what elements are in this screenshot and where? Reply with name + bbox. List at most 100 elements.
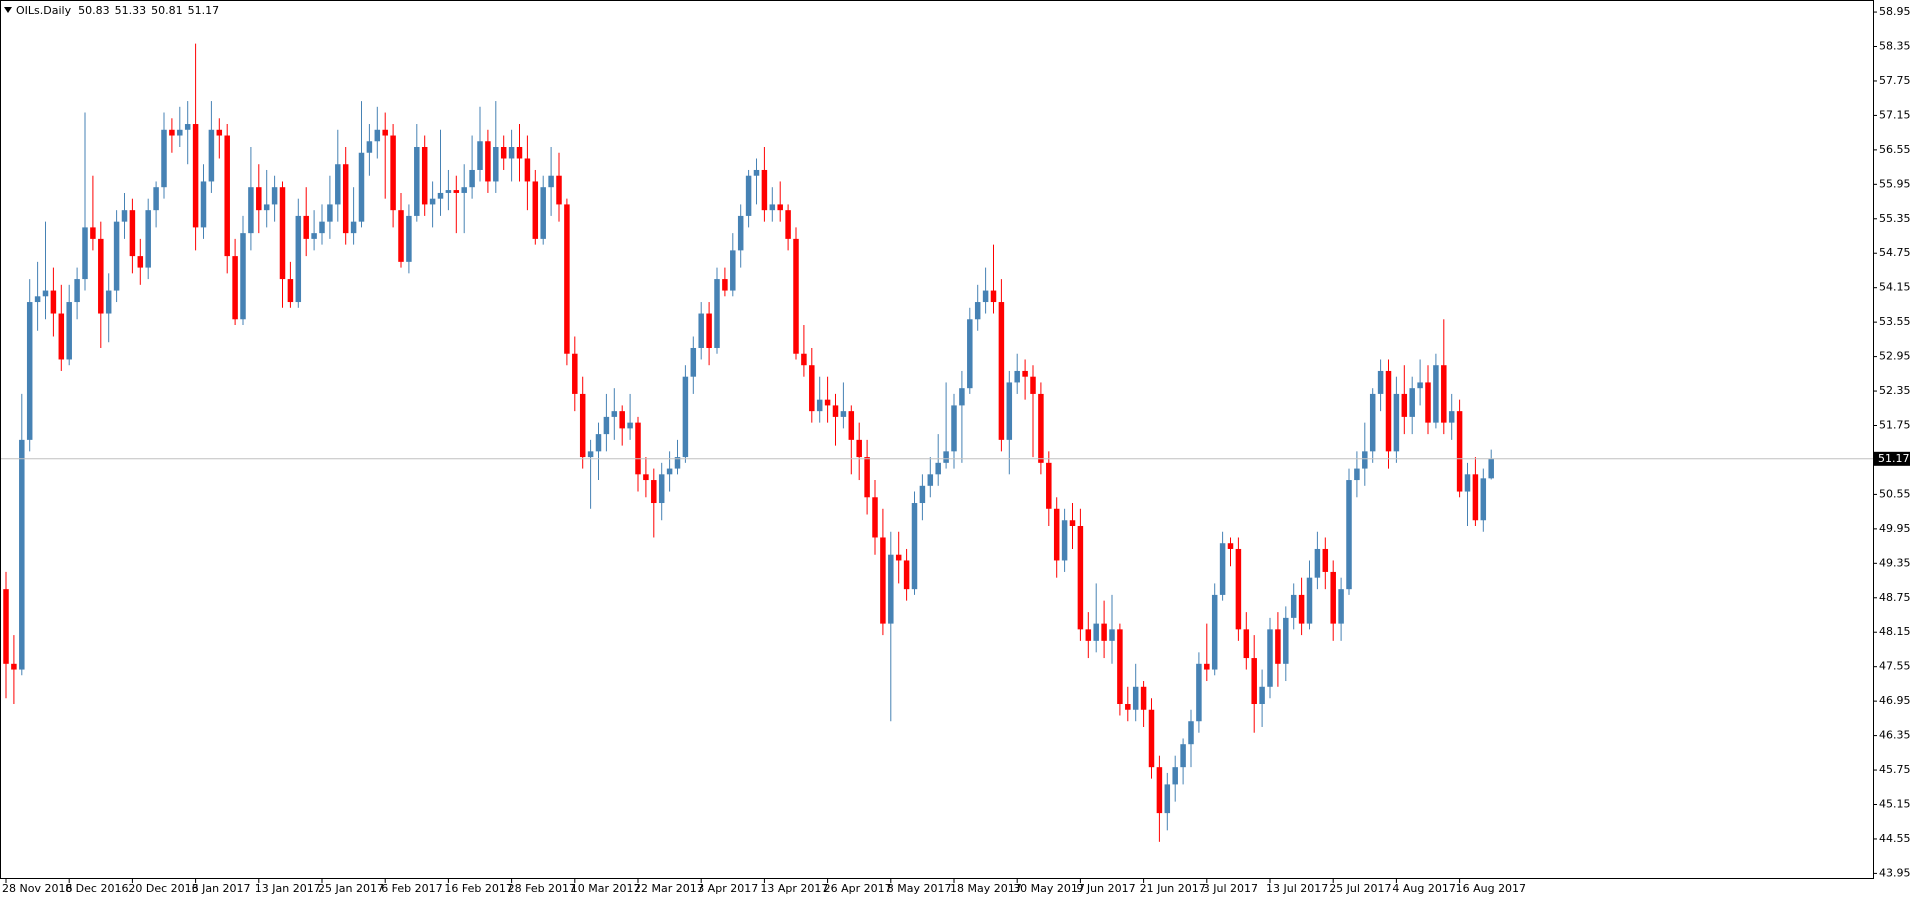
candle-body xyxy=(335,164,341,205)
candle-body xyxy=(982,290,989,303)
candle-body xyxy=(82,227,88,280)
candle-body xyxy=(919,485,926,504)
candle-body xyxy=(1125,704,1131,710)
candle-body xyxy=(1377,370,1384,394)
candle-body xyxy=(3,589,9,664)
candle-body xyxy=(1204,663,1210,670)
candle-body xyxy=(493,147,499,182)
candle-body xyxy=(184,124,191,130)
candle-body xyxy=(1433,365,1439,423)
x-tick-label: 6 Feb 2017 xyxy=(381,882,442,895)
symbol: OILs.Daily xyxy=(16,4,72,17)
candle-body xyxy=(1069,520,1076,526)
candle-body xyxy=(271,187,278,205)
candle-body xyxy=(1077,525,1084,630)
y-tick-label: 51.75 xyxy=(1879,419,1911,432)
candle-body xyxy=(1314,548,1321,578)
candle-body xyxy=(532,181,539,239)
candle-body xyxy=(619,411,625,429)
y-tick-label: 58.35 xyxy=(1879,40,1911,53)
candle-body xyxy=(895,554,902,561)
x-tick-label: 20 Dec 2016 xyxy=(128,882,198,895)
x-tick-label: 8 Dec 2016 xyxy=(65,882,128,895)
candle-body xyxy=(1354,468,1360,481)
x-tick-label: 10 Mar 2017 xyxy=(571,882,641,895)
candle-body xyxy=(888,554,894,624)
candle-body xyxy=(445,190,452,193)
x-tick-label: 25 Jul 2017 xyxy=(1329,882,1391,895)
candle-body xyxy=(1456,411,1463,492)
candle-body xyxy=(706,313,712,348)
candle-body xyxy=(216,129,223,136)
candle-body xyxy=(959,388,965,406)
candle-body xyxy=(1219,543,1226,595)
candle-body xyxy=(295,215,302,303)
candle-body xyxy=(263,204,270,211)
y-tick-label: 54.15 xyxy=(1879,281,1911,294)
current-price-label: 51.17 xyxy=(1878,452,1910,465)
candle-body xyxy=(366,141,373,153)
candle-body xyxy=(429,198,436,205)
y-tick-label: 49.35 xyxy=(1879,556,1911,569)
candle-body xyxy=(943,451,949,463)
candle-body xyxy=(1235,548,1242,630)
candle-body xyxy=(1298,594,1305,624)
candle-body xyxy=(1211,594,1218,670)
candle-body xyxy=(1306,577,1313,624)
candle-body xyxy=(1393,393,1400,452)
candle-body xyxy=(990,290,997,303)
candle-body xyxy=(390,135,396,211)
x-tick-label: 13 Jan 2017 xyxy=(255,882,321,895)
candle-body xyxy=(611,411,618,417)
candle-body xyxy=(864,457,870,498)
candle-body xyxy=(98,238,104,314)
y-tick-label: 54.75 xyxy=(1879,246,1911,259)
candle-body xyxy=(816,399,823,412)
x-tick-label: 3 Jan 2017 xyxy=(192,882,251,895)
candle-body xyxy=(1093,623,1099,641)
candle-body xyxy=(485,141,491,182)
candle-body xyxy=(1275,629,1281,664)
symbol-menu-arrow[interactable] xyxy=(4,7,12,13)
candle-body xyxy=(50,290,57,314)
candle-body xyxy=(1117,629,1123,705)
candle-body xyxy=(1322,548,1329,572)
candle-body xyxy=(793,238,799,354)
candle-body xyxy=(145,210,151,268)
header-high: 51.33 xyxy=(115,4,147,17)
candle-body xyxy=(635,422,641,475)
candle-body xyxy=(722,279,728,291)
candle-body xyxy=(11,663,17,670)
candle-body xyxy=(564,204,570,354)
candle-body xyxy=(248,187,254,234)
candle-body xyxy=(232,256,238,320)
x-tick-label: 16 Feb 2017 xyxy=(444,882,512,895)
y-tick-label: 44.55 xyxy=(1879,832,1911,845)
candle-body xyxy=(1441,365,1447,423)
candle-body xyxy=(358,152,365,222)
candle-body xyxy=(856,439,862,458)
candle-body xyxy=(1409,388,1415,417)
candle-body xyxy=(437,192,444,199)
candle-body xyxy=(627,422,633,429)
candle-body xyxy=(1172,767,1178,785)
candle-body xyxy=(809,365,815,412)
candle-body xyxy=(74,279,80,303)
candle-body xyxy=(414,147,420,216)
y-tick-label: 45.75 xyxy=(1879,763,1911,776)
candle-body xyxy=(690,347,697,377)
candle-body xyxy=(1101,623,1107,641)
candle-body xyxy=(1464,474,1471,492)
current-price-box xyxy=(1874,451,1910,466)
candle-body xyxy=(698,313,704,348)
candle-body xyxy=(208,129,215,182)
candle-body xyxy=(714,279,720,348)
y-tick-label: 58.95 xyxy=(1879,5,1911,18)
candle-body xyxy=(1243,629,1250,659)
candle-body xyxy=(1346,480,1352,590)
candle-body xyxy=(500,147,507,159)
x-tick-label: 16 Aug 2017 xyxy=(1456,882,1526,895)
candle-body xyxy=(737,215,744,251)
candle-body xyxy=(777,204,783,211)
y-tick-label: 52.35 xyxy=(1879,384,1911,397)
